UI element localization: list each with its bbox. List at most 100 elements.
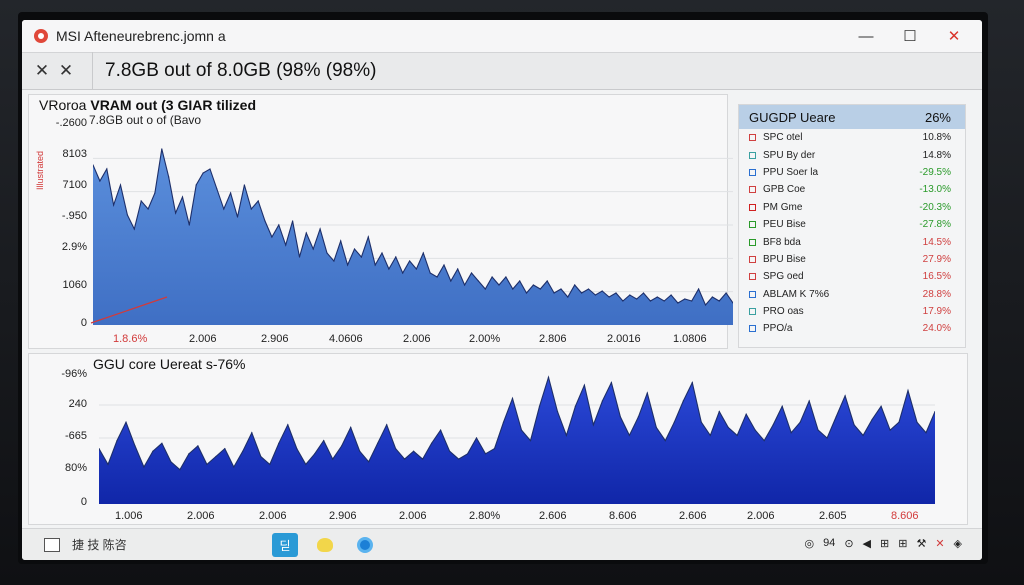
close-tab-icon[interactable]: ✕ bbox=[58, 61, 74, 80]
legend-item[interactable]: SPG oed 16.5% bbox=[739, 268, 965, 285]
tray-icon[interactable]: ◎ bbox=[804, 538, 815, 550]
data-point bbox=[673, 421, 675, 423]
legend-item-name: SPU By der bbox=[763, 149, 816, 161]
legend-item-value: -29.5% bbox=[919, 166, 951, 178]
data-point bbox=[292, 220, 294, 222]
data-point bbox=[622, 300, 624, 302]
data-point bbox=[278, 442, 280, 444]
data-point bbox=[154, 192, 156, 194]
minimize-button[interactable]: — bbox=[858, 27, 874, 45]
x-tick: 8.606 bbox=[891, 510, 919, 522]
legend-item[interactable]: BF8 bda 14.5% bbox=[739, 233, 965, 250]
data-point bbox=[709, 434, 711, 436]
data-point bbox=[781, 405, 783, 407]
browser-icon[interactable] bbox=[352, 533, 378, 557]
data-point bbox=[170, 461, 172, 463]
x-tick: 2.006 bbox=[403, 333, 431, 345]
legend-item[interactable]: ABLAM K 7%6 28.8% bbox=[739, 286, 965, 303]
legend-item[interactable]: PM Gme -20.3% bbox=[739, 199, 965, 216]
data-point bbox=[175, 212, 177, 214]
data-point bbox=[161, 148, 163, 150]
legend-item[interactable]: PPO/a 24.0% bbox=[739, 320, 965, 337]
legend-item-name: PPU Soer la bbox=[763, 166, 819, 178]
tray-icon[interactable]: ⊞ bbox=[880, 538, 890, 550]
data-point bbox=[763, 440, 765, 442]
y-tick: 8103 bbox=[62, 148, 87, 160]
legend-swatch-icon bbox=[749, 325, 756, 333]
x-tick: 1.0806 bbox=[673, 333, 707, 345]
legend-item[interactable]: PRO oas 17.9% bbox=[739, 303, 965, 320]
tray-icon[interactable]: ✕ bbox=[935, 538, 945, 550]
data-point bbox=[556, 411, 559, 413]
window-icon[interactable] bbox=[44, 537, 60, 552]
data-point bbox=[125, 421, 127, 423]
legend-item[interactable]: PEU Bise -27.8% bbox=[739, 216, 965, 233]
legend-item[interactable]: BPU Bise 27.9% bbox=[739, 251, 965, 268]
data-point bbox=[637, 416, 640, 418]
data-point bbox=[257, 200, 259, 202]
maximize-button[interactable]: ☐ bbox=[903, 28, 917, 45]
window-controls: — ☐ ✕ bbox=[844, 20, 976, 52]
data-point bbox=[449, 450, 451, 452]
data-point bbox=[168, 176, 170, 178]
data-point bbox=[663, 300, 665, 302]
data-point bbox=[567, 296, 569, 298]
data-point bbox=[594, 294, 596, 296]
tray-icon[interactable]: ⊞ bbox=[898, 538, 908, 550]
data-point bbox=[727, 426, 729, 428]
data-point bbox=[126, 214, 128, 216]
data-point bbox=[511, 397, 514, 399]
close-icon[interactable]: ✕ bbox=[34, 61, 50, 80]
tray-text: 94 bbox=[823, 537, 836, 549]
tray-icon[interactable]: ⊙ bbox=[844, 538, 854, 550]
data-point bbox=[374, 264, 376, 266]
series-line bbox=[99, 375, 935, 471]
tray-icon[interactable]: ⚒ bbox=[916, 538, 927, 550]
data-point bbox=[491, 276, 493, 278]
data-point bbox=[629, 294, 631, 296]
legend-item-value: 14.5% bbox=[922, 236, 951, 248]
taskbar-app-icon[interactable]: 딛 bbox=[272, 533, 298, 557]
data-point bbox=[367, 236, 369, 238]
series-area bbox=[99, 377, 935, 504]
data-point bbox=[386, 424, 388, 426]
data-point bbox=[340, 240, 342, 242]
folder-icon[interactable] bbox=[312, 533, 338, 557]
data-point bbox=[529, 440, 532, 442]
legend-item[interactable]: SPU By der 14.8% bbox=[739, 146, 965, 163]
tray-icon[interactable]: ◈ bbox=[953, 538, 962, 550]
x-tick: 2.0016 bbox=[607, 333, 641, 345]
data-point bbox=[233, 466, 235, 468]
tray-icon[interactable]: ◀ bbox=[862, 538, 871, 550]
data-point bbox=[415, 268, 417, 270]
legend-item[interactable]: GPB Coe -13.0% bbox=[739, 181, 965, 198]
vram-chart-title: VRoroa VRAM out (3 GIAR tilized bbox=[39, 97, 256, 113]
data-point bbox=[601, 400, 603, 402]
data-point bbox=[305, 232, 307, 234]
data-point bbox=[377, 442, 379, 444]
legend-swatch-icon bbox=[749, 186, 756, 194]
data-point bbox=[188, 224, 190, 226]
data-point bbox=[464, 284, 466, 286]
legend-swatch-icon bbox=[749, 238, 756, 246]
close-button[interactable]: ✕ bbox=[947, 28, 961, 45]
data-point bbox=[546, 280, 548, 282]
data-point bbox=[314, 453, 316, 455]
data-point bbox=[431, 442, 433, 444]
legend-item-name: PEU Bise bbox=[763, 219, 806, 231]
legend-item-name: BF8 bda bbox=[763, 236, 801, 248]
data-point bbox=[684, 298, 686, 300]
x-tick: 8.606 bbox=[609, 510, 637, 522]
legend-item[interactable]: SPC otel 10.8% bbox=[739, 129, 965, 146]
data-point bbox=[732, 302, 733, 304]
vram-chart-title-main: VRAM out (3 GIAR tilized bbox=[90, 97, 257, 113]
data-point bbox=[134, 445, 136, 447]
x-tick: 4.0606 bbox=[329, 333, 363, 345]
legend-item-value: -13.0% bbox=[919, 184, 951, 196]
legend-item[interactable]: PPU Soer la -29.5% bbox=[739, 164, 965, 181]
data-point bbox=[429, 272, 431, 274]
data-point bbox=[202, 172, 204, 174]
data-point bbox=[388, 268, 390, 270]
data-point bbox=[119, 184, 122, 186]
taskbar-left-text: 捷 技 陈咨 bbox=[72, 538, 127, 552]
